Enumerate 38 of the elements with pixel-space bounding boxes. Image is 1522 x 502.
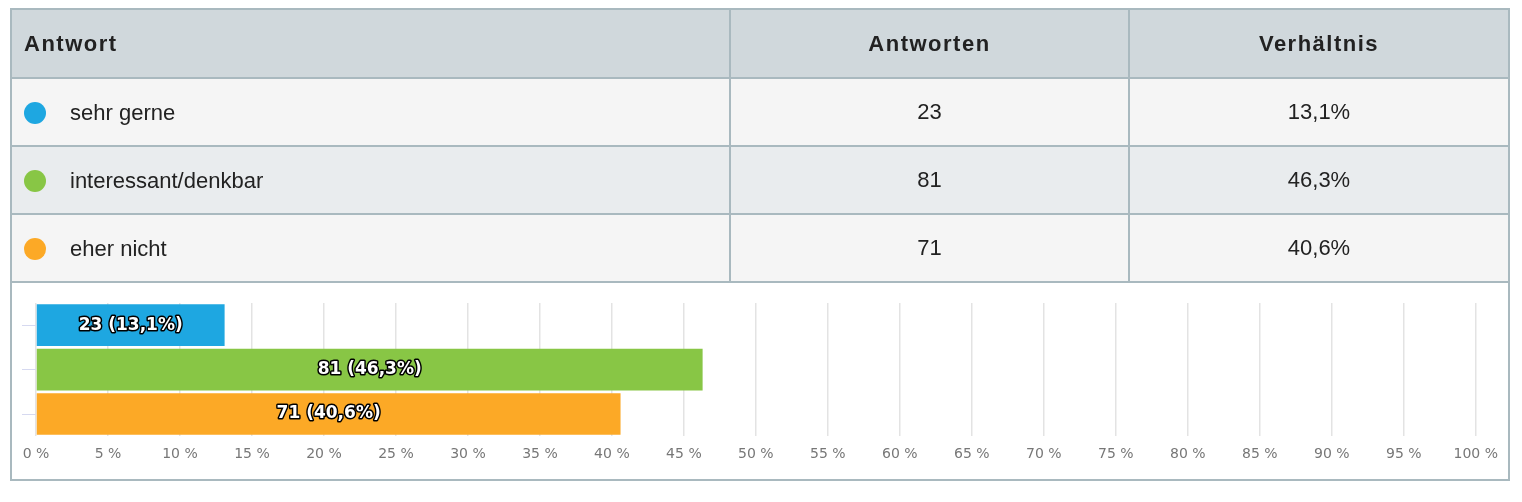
x-tick-label: 70 %	[1026, 445, 1062, 462]
x-tick-label: 20 %	[306, 445, 342, 462]
text: 71	[730, 214, 1129, 282]
x-tick-label: 30 %	[450, 445, 486, 462]
x-tick-label: 75 %	[1098, 445, 1134, 462]
x-tick-label: 15 %	[234, 445, 270, 462]
text: 81	[730, 146, 1129, 214]
text: eher nicht	[70, 235, 168, 262]
text: 23	[730, 78, 1129, 146]
x-tick-label: 55 %	[810, 445, 846, 462]
text: interessant/denkbar	[70, 167, 265, 194]
x-tick-label: 10 %	[162, 445, 198, 462]
text: sehr gerne	[70, 99, 177, 126]
x-tick-label: 65 %	[954, 445, 990, 462]
x-tick-label: 40 %	[594, 445, 630, 462]
text: Verhältnis	[1129, 10, 1508, 78]
x-tick-label: 45 %	[666, 445, 702, 462]
bar	[36, 393, 621, 435]
x-tick-label: 35 %	[522, 445, 558, 462]
x-tick-label: 95 %	[1385, 445, 1422, 462]
x-tick-label: 80 %	[1170, 445, 1206, 462]
text: 46,3%	[1129, 146, 1508, 214]
x-tick-label: 50 %	[738, 445, 774, 462]
data-label: 81 (46,3%)	[317, 358, 422, 379]
x-tick-label: 0 %	[22, 445, 50, 462]
data-label: 71 (40,6%)	[276, 402, 381, 423]
x-tick-label: 25 %	[378, 445, 414, 462]
text: Antworten	[730, 10, 1129, 78]
x-tick-label: 90 %	[1314, 445, 1350, 462]
x-tick-label: 100 %	[1453, 445, 1498, 462]
text: 13,1%	[1129, 78, 1508, 146]
x-tick-label: 5 %	[94, 445, 122, 462]
x-tick-label: 60 %	[882, 445, 918, 462]
text: Antwort	[12, 10, 730, 78]
text: 40,6%	[1129, 214, 1508, 282]
x-tick-label: 85 %	[1242, 445, 1278, 462]
data-label: 23 (13,1%)	[78, 313, 183, 334]
bar	[36, 348, 703, 391]
